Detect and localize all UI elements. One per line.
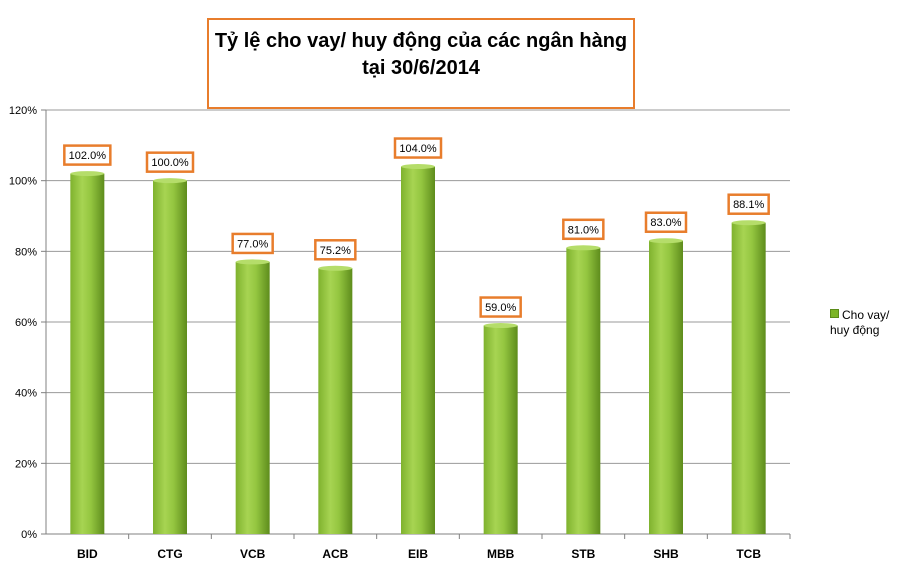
bar (153, 180, 187, 534)
data-label: 102.0% (69, 150, 107, 162)
legend: Cho vay/ huy động (830, 308, 905, 338)
x-tick-label: SHB (653, 547, 679, 561)
bars (70, 164, 766, 535)
data-label: 100.0% (151, 157, 189, 169)
x-tick-label: TCB (736, 547, 761, 561)
bar-top (318, 265, 353, 271)
x-tick-label: STB (571, 547, 595, 561)
data-label: 83.0% (650, 217, 681, 229)
bar-top (566, 245, 601, 251)
chart-title-box: Tỷ lệ cho vay/ huy động của các ngân hàn… (207, 18, 635, 109)
bar-top (483, 323, 518, 329)
data-label: 77.0% (237, 238, 268, 250)
bar-top (731, 220, 766, 226)
data-label-box (479, 296, 522, 318)
data-label-box (727, 193, 770, 215)
data-label-box (314, 239, 357, 261)
data-labels: 102.0% 100.0% 77.0% 75.2% 104.0% 59.0% 81.0% 83… (63, 137, 770, 318)
data-label-box (644, 211, 688, 233)
data-label-box (145, 151, 195, 173)
bar-top (70, 171, 105, 177)
y-tick-label: 20% (15, 458, 37, 470)
data-label-box (393, 137, 443, 159)
data-label: 59.0% (485, 302, 516, 314)
bar (731, 222, 766, 535)
bar (483, 325, 518, 534)
data-label-box (562, 218, 605, 241)
data-label: 104.0% (399, 143, 437, 155)
data-label-box (63, 144, 112, 166)
y-tick-label: 40% (15, 388, 37, 400)
bar (318, 268, 353, 534)
x-tick-label: CTG (157, 547, 182, 561)
bar-top (153, 178, 187, 184)
legend-label-line-2: huy động (830, 323, 880, 337)
x-tick-label: BID (77, 547, 98, 561)
data-label: 88.1% (733, 199, 764, 211)
y-tick-label: 100% (9, 176, 37, 188)
y-tick-label: 0% (21, 529, 37, 541)
legend-swatch (830, 309, 839, 318)
bar (70, 173, 105, 534)
data-label-box (231, 232, 274, 255)
x-tick-label: EIB (408, 547, 428, 561)
bar-top (235, 259, 270, 265)
y-tick-label: 120% (9, 105, 37, 117)
bar (566, 247, 601, 535)
y-tick-label: 80% (15, 246, 37, 258)
bar (401, 166, 435, 535)
x-tick-label: VCB (240, 547, 266, 561)
bar-top (649, 238, 683, 244)
bar (235, 261, 270, 534)
bar (649, 240, 683, 534)
x-tick-label: ACB (322, 547, 348, 561)
chart-title-line-2: tại 30/6/2014 (362, 57, 480, 79)
data-label: 81.0% (568, 224, 599, 236)
bar-top (401, 164, 435, 170)
y-tick-label: 60% (15, 317, 37, 329)
x-tick-label: MBB (487, 547, 515, 561)
chart-title-line-1: Tỷ lệ cho vay/ huy động của các ngân hàn… (214, 30, 628, 52)
data-label: 75.2% (320, 245, 351, 257)
legend-label-line-1: Cho vay/ (842, 308, 890, 322)
